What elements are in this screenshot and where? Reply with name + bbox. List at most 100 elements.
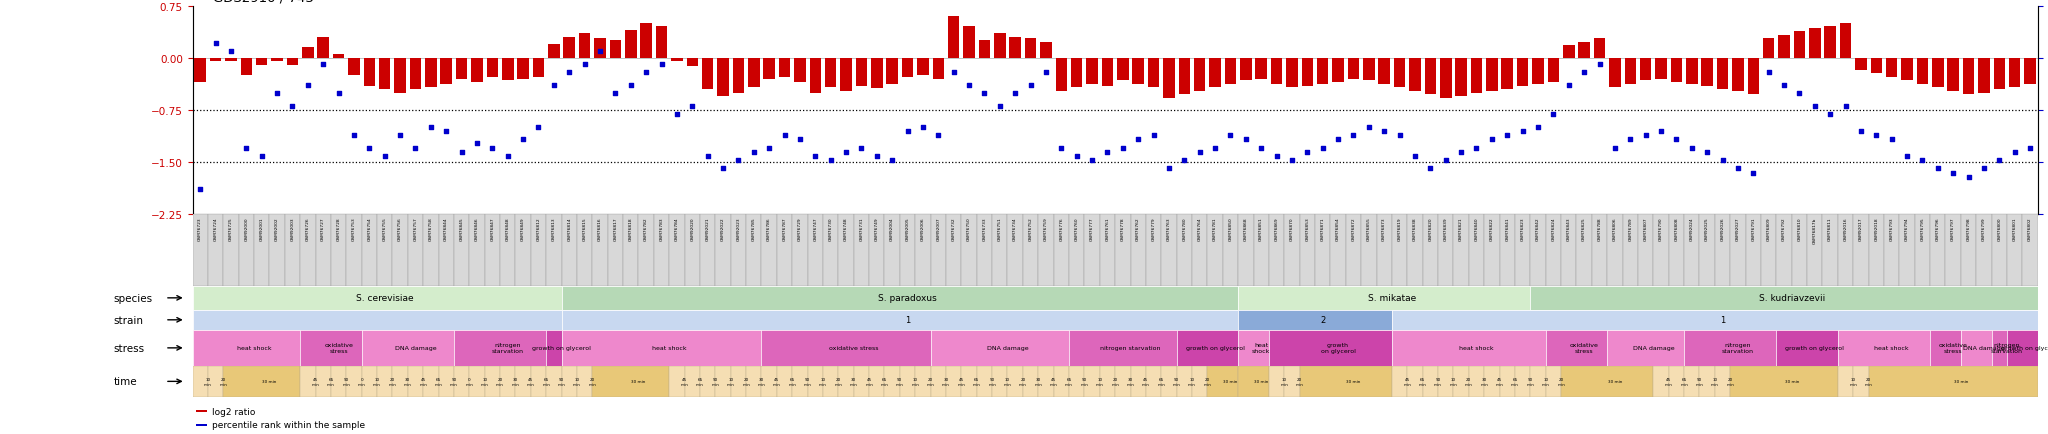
Text: GSM76790: GSM76790: [1659, 217, 1663, 240]
Bar: [193, 366, 209, 397]
Bar: [684, 366, 700, 397]
Bar: [1053, 366, 1069, 397]
Text: 65
min: 65 min: [434, 377, 442, 386]
Bar: [455, 366, 469, 397]
Text: 45
min: 45 min: [1403, 377, 1411, 386]
Text: S. paradoxus: S. paradoxus: [879, 294, 936, 302]
Point: [1505, 128, 1538, 135]
Bar: [209, 366, 223, 397]
Bar: [1499, 366, 1516, 397]
Point: [829, 149, 862, 156]
Text: oxidative stress: oxidative stress: [829, 345, 879, 351]
Bar: [223, 366, 301, 397]
Bar: [1671, 59, 1681, 83]
Point: [1092, 149, 1124, 156]
Text: GSM92023: GSM92023: [737, 217, 741, 240]
Text: heat shock: heat shock: [651, 345, 686, 351]
Text: GSM92022: GSM92022: [721, 217, 725, 240]
Point: [1122, 136, 1155, 143]
Bar: [426, 59, 436, 88]
Bar: [500, 366, 516, 397]
Bar: [592, 366, 670, 397]
Bar: [1776, 330, 1837, 366]
Text: DNA damage: DNA damage: [987, 345, 1028, 351]
Bar: [1806, 215, 1823, 286]
Text: 10
min: 10 min: [1096, 377, 1104, 386]
Text: GSM76817: GSM76817: [614, 217, 616, 240]
Bar: [1960, 215, 1976, 286]
Text: GSM92016: GSM92016: [1843, 217, 1847, 240]
Point: [1614, 136, 1647, 143]
Text: 65
min: 65 min: [1511, 377, 1520, 386]
Bar: [885, 366, 899, 397]
Bar: [1069, 215, 1083, 286]
Point: [1352, 124, 1384, 131]
Text: GSM76797: GSM76797: [1952, 217, 1956, 240]
Text: GSM76754: GSM76754: [367, 217, 371, 241]
Bar: [408, 366, 424, 397]
Bar: [1683, 330, 1776, 366]
Text: 65
min: 65 min: [1419, 377, 1427, 386]
Bar: [1610, 59, 1620, 88]
Bar: [1163, 59, 1176, 99]
Text: 65
min: 65 min: [543, 377, 551, 386]
Text: 65
min: 65 min: [328, 377, 334, 386]
Bar: [1884, 215, 1898, 286]
Bar: [899, 215, 915, 286]
Bar: [795, 59, 805, 83]
Text: 20
min: 20 min: [219, 377, 227, 386]
Text: 30
min: 30 min: [1481, 377, 1489, 386]
Point: [291, 82, 324, 89]
Text: GSM76816: GSM76816: [598, 217, 602, 240]
Text: GSM76854: GSM76854: [1335, 217, 1339, 241]
Text: GSM76810: GSM76810: [1798, 217, 1802, 240]
Bar: [1069, 330, 1178, 366]
Point: [614, 82, 647, 89]
Bar: [1083, 366, 1100, 397]
Point: [645, 61, 678, 68]
Text: GSM76733: GSM76733: [983, 217, 987, 240]
Bar: [655, 27, 668, 59]
Point: [338, 132, 371, 139]
Text: 90
min: 90 min: [342, 377, 350, 386]
Bar: [1038, 215, 1053, 286]
Bar: [823, 366, 838, 397]
Text: GSM92024: GSM92024: [1690, 217, 1694, 240]
Text: GSM92000: GSM92000: [244, 217, 248, 240]
Bar: [1792, 215, 1806, 286]
Text: GSM76812: GSM76812: [537, 217, 541, 240]
Text: GSM92004: GSM92004: [891, 217, 895, 240]
Point: [1982, 157, 2015, 164]
Point: [1307, 145, 1339, 151]
Bar: [516, 366, 530, 397]
Point: [1229, 136, 1262, 143]
Bar: [823, 215, 838, 286]
Point: [692, 153, 725, 160]
Point: [784, 136, 817, 143]
Text: 45
min: 45 min: [956, 377, 965, 386]
Text: GSM76847: GSM76847: [489, 217, 494, 240]
Bar: [1731, 366, 1837, 397]
Text: GSM76787: GSM76787: [782, 217, 786, 240]
Point: [399, 145, 432, 151]
Bar: [1102, 59, 1114, 86]
Text: GSM76793: GSM76793: [1890, 217, 1894, 240]
Bar: [1561, 366, 1653, 397]
Point: [322, 91, 354, 98]
Bar: [748, 59, 760, 88]
Bar: [1487, 59, 1497, 92]
Point: [506, 136, 539, 143]
Point: [352, 145, 385, 151]
Text: GSM76849: GSM76849: [520, 217, 524, 240]
Text: GSM76844: GSM76844: [444, 217, 449, 240]
Text: GSM76820: GSM76820: [1427, 217, 1432, 240]
Bar: [2007, 215, 2021, 286]
Bar: [424, 366, 438, 397]
Bar: [487, 59, 498, 78]
Text: 10
min: 10 min: [819, 377, 827, 386]
Text: GSM76789: GSM76789: [1628, 217, 1632, 240]
Bar: [946, 366, 961, 397]
Bar: [1946, 215, 1960, 286]
Text: GSM92025: GSM92025: [1706, 217, 1710, 241]
Text: GSM76752: GSM76752: [1028, 217, 1032, 241]
